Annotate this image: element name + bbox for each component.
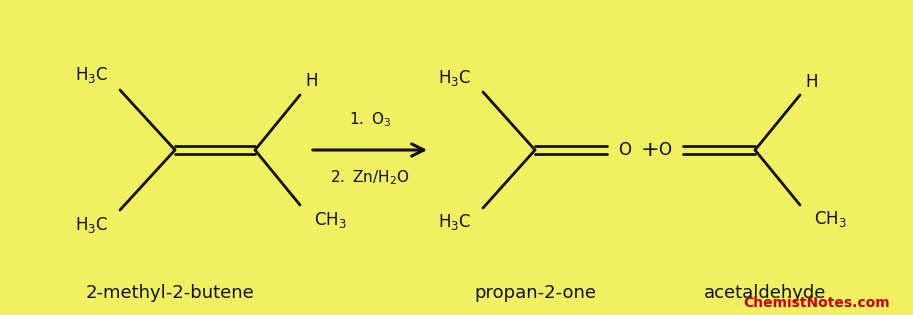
Text: O: O — [658, 141, 671, 159]
Text: $\mathsf{H_3C}$: $\mathsf{H_3C}$ — [438, 68, 472, 88]
Text: $\mathsf{1.\ O_3}$: $\mathsf{1.\ O_3}$ — [349, 111, 392, 129]
Text: propan-2-one: propan-2-one — [474, 284, 596, 302]
Text: $\mathsf{H_3C}$: $\mathsf{H_3C}$ — [438, 212, 472, 232]
Text: ChemistNotes.com: ChemistNotes.com — [743, 296, 890, 310]
Text: O: O — [618, 141, 632, 159]
Text: $\mathsf{H_3C}$: $\mathsf{H_3C}$ — [76, 65, 109, 85]
Text: $\mathsf{CH_3}$: $\mathsf{CH_3}$ — [314, 210, 346, 230]
Text: 2-methyl-2-butene: 2-methyl-2-butene — [86, 284, 255, 302]
Text: $\mathsf{H_3C}$: $\mathsf{H_3C}$ — [76, 215, 109, 235]
Text: +: + — [641, 140, 659, 160]
Text: $\mathsf{2.\ Zn/H_2O}$: $\mathsf{2.\ Zn/H_2O}$ — [331, 169, 410, 187]
Text: H: H — [806, 73, 818, 91]
Text: $\mathsf{CH_3}$: $\mathsf{CH_3}$ — [813, 209, 846, 229]
Text: H: H — [306, 72, 319, 90]
Text: acetaldehyde: acetaldehyde — [704, 284, 826, 302]
